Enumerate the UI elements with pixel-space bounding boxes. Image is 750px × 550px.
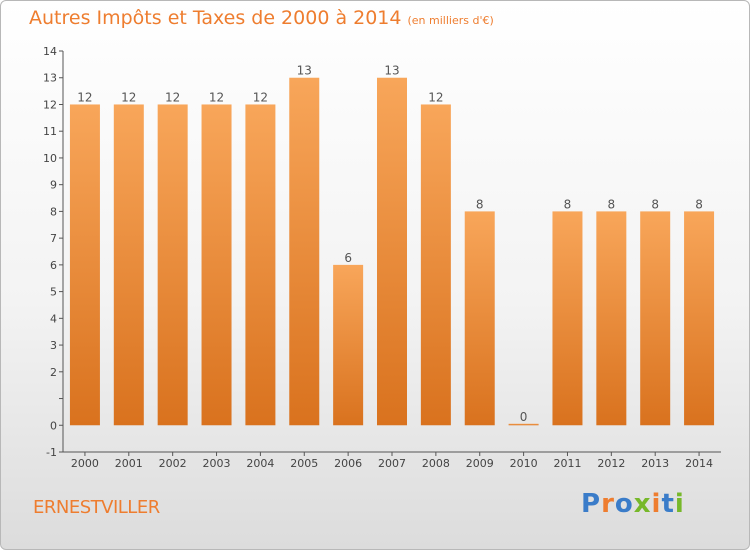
logo-letter: P [581, 489, 602, 519]
data-label: 13 [297, 64, 312, 78]
y-tick-label: 13 [43, 72, 57, 85]
bar-2000 [69, 104, 100, 426]
data-label: 8 [476, 197, 484, 211]
bar-2008 [420, 104, 451, 426]
proxiti-logo: Proxiti [581, 489, 685, 519]
data-label: 8 [695, 197, 703, 211]
logo-letter: o [614, 489, 634, 519]
location-name: ERNESTVILLER [33, 497, 160, 518]
logo-letter: i [651, 489, 662, 519]
bar-2007 [377, 77, 407, 426]
x-tick-label: 2006 [334, 457, 362, 470]
data-label: 12 [428, 90, 443, 104]
y-tick-label: 12 [43, 98, 57, 111]
bar-2013 [640, 211, 671, 426]
bars [69, 77, 715, 426]
bar-2011 [552, 211, 583, 426]
x-tick-label: 2013 [641, 457, 669, 470]
x-tick-label: 2008 [422, 457, 450, 470]
y-tick-label: 4 [50, 312, 57, 325]
y-tick-label: 11 [43, 125, 57, 138]
x-tick-label: 2005 [290, 457, 318, 470]
x-tick-label: 2012 [597, 457, 625, 470]
chart-title-block: Autres Impôts et Taxes de 2000 à 2014 (en… [29, 7, 494, 29]
y-tick-label: 14 [43, 45, 57, 58]
logo-letter: x [633, 489, 652, 519]
y-tick-label: 6 [50, 259, 57, 272]
data-label: 13 [384, 64, 399, 78]
axes: -1 0 2 3 4 5 6 7 8 9 10 11 12 13 14 2000 2001 2002 2003 200… [43, 45, 721, 470]
y-tick-label: 10 [43, 152, 57, 165]
y-tick-label: 8 [50, 205, 57, 218]
y-tick-label: 5 [50, 286, 57, 299]
bar-2014 [684, 211, 715, 426]
data-label: 12 [209, 90, 224, 104]
x-tick-label: 2014 [685, 457, 713, 470]
x-tick-label: 2001 [115, 457, 143, 470]
data-label: 8 [564, 197, 572, 211]
x-tick-label: 2007 [378, 457, 406, 470]
y-tick-label: 9 [50, 179, 57, 192]
data-labels: 12 12 12 12 12 13 6 13 12 8 0 8 8 8 8 [77, 64, 703, 424]
x-tick-label: 2010 [510, 457, 538, 470]
data-label: 12 [165, 90, 180, 104]
bar-2010 [508, 423, 539, 426]
data-label: 8 [651, 197, 659, 211]
logo-letter: r [601, 489, 615, 519]
y-tick-label: 0 [50, 419, 57, 432]
x-tick-label: 2002 [159, 457, 187, 470]
data-label: 12 [121, 90, 136, 104]
bar-2002 [157, 104, 188, 426]
chart-subtitle: (en milliers d'€) [407, 14, 494, 27]
data-label: 6 [344, 251, 352, 265]
data-label: 0 [520, 410, 528, 424]
y-tick-label: 7 [50, 232, 57, 245]
chart-title: Autres Impôts et Taxes de 2000 à 2014 [29, 7, 402, 29]
y-tick-label: -1 [46, 446, 57, 459]
x-tick-label: 2000 [71, 457, 99, 470]
x-tick-label: 2011 [553, 457, 581, 470]
bar-2004 [245, 104, 276, 426]
data-label: 12 [253, 90, 268, 104]
bar-2012 [596, 211, 627, 426]
logo-letter: i [674, 489, 685, 519]
x-tick-label: 2004 [246, 457, 274, 470]
x-tick-label: 2009 [466, 457, 494, 470]
y-tick-label: 2 [50, 366, 57, 379]
bar-2006 [333, 264, 364, 426]
x-tick-label: 2003 [203, 457, 231, 470]
data-label: 8 [608, 197, 616, 211]
bar-2001 [113, 104, 144, 426]
bar-2009 [464, 211, 495, 426]
bar-2003 [201, 104, 232, 426]
data-label: 12 [77, 90, 92, 104]
y-tick-label: 3 [50, 339, 57, 352]
bar-2005 [289, 77, 320, 426]
logo-letter: t [661, 489, 675, 519]
